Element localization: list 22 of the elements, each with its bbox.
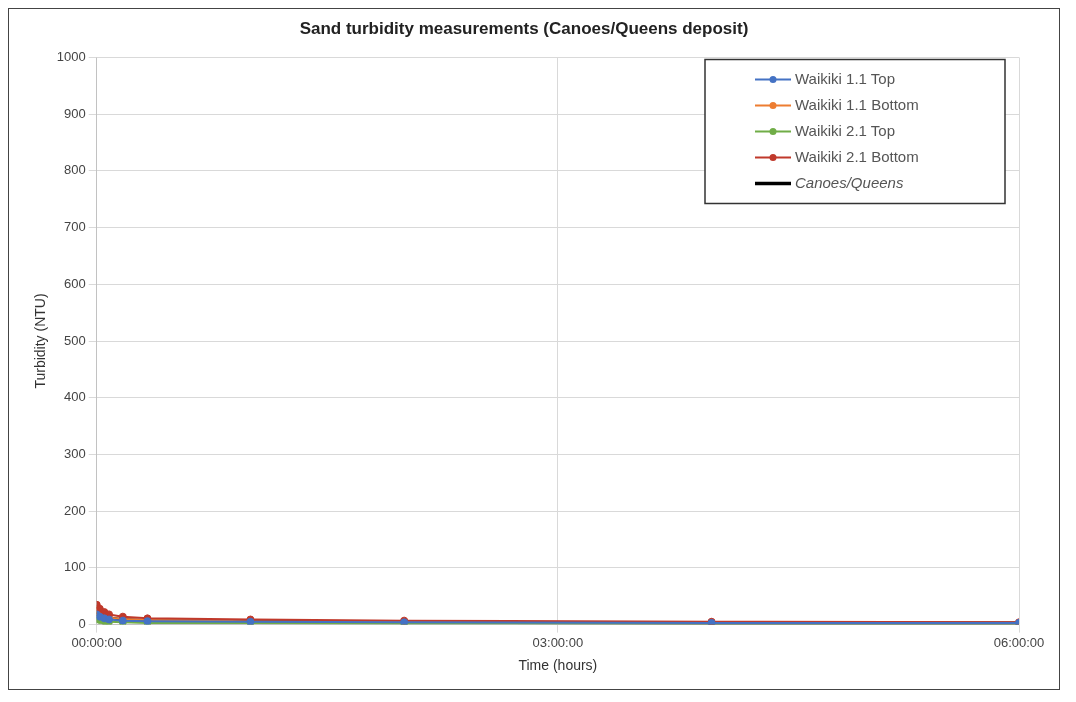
y-tick-label: 200	[64, 502, 86, 518]
y-axis-title: Turbidity (NTU)	[32, 293, 49, 389]
legend-label: Waikiki 2.1 Bottom	[795, 147, 919, 165]
y-tick-label: 300	[64, 446, 86, 462]
y-tick-label: 1000	[56, 48, 86, 64]
legend-label: Waikiki 2.1 Top	[795, 121, 896, 139]
y-tick-label: 700	[64, 219, 86, 235]
x-tick-label: 06:00:00	[993, 634, 1045, 650]
y-tick-label: 900	[64, 105, 86, 121]
y-tick-label: 600	[64, 275, 86, 291]
legend-label: Canoes/Queens	[795, 173, 904, 191]
y-tick-label: 400	[64, 389, 86, 405]
y-tick-label: 100	[64, 559, 86, 575]
legend-label: Waikiki 1.1 Bottom	[795, 95, 919, 113]
y-tick-label: 0	[78, 616, 86, 632]
y-tick-label: 800	[64, 162, 86, 178]
x-tick-label: 03:00:00	[532, 634, 584, 650]
y-tick-label: 500	[64, 332, 86, 348]
legend-label: Waikiki 1.1 Top	[795, 69, 896, 87]
chart-title: Sand turbidity measurements (Canoes/Queens deposit)	[299, 18, 749, 38]
x-axis-title: Time (hours)	[518, 657, 598, 674]
x-tick-label: 00:00:00	[71, 634, 123, 650]
